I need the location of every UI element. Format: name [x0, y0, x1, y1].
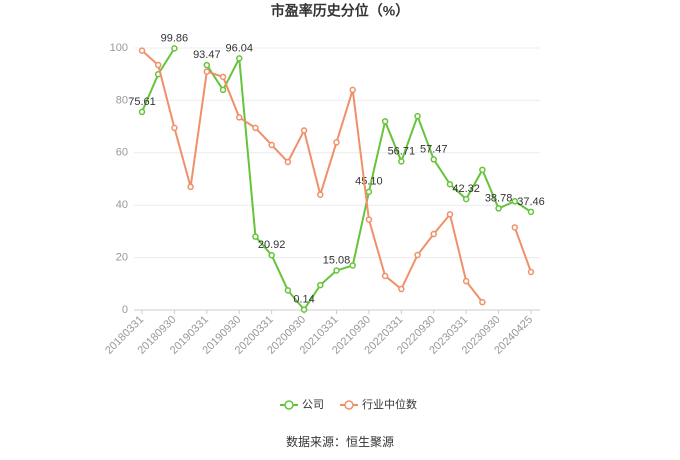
point [381, 118, 389, 125]
y-tick-label: 80 [116, 94, 128, 106]
point [430, 156, 437, 163]
point [462, 277, 470, 285]
point [511, 224, 519, 231]
data-label: 38.78 [485, 192, 513, 204]
point [414, 251, 421, 259]
point [268, 251, 275, 259]
point [479, 298, 486, 306]
data-label: 57.47 [420, 143, 448, 155]
data-label: 75.61 [128, 96, 156, 108]
point [414, 112, 421, 120]
point [462, 195, 470, 203]
data-label: 20.92 [258, 239, 286, 251]
point [365, 216, 373, 223]
point [365, 188, 373, 196]
point [171, 45, 178, 52]
legend-label: 行业中位数 [362, 397, 417, 411]
data-label: 15.08 [323, 254, 351, 266]
point [446, 211, 454, 218]
point [495, 205, 502, 212]
point [527, 268, 535, 276]
point [219, 73, 227, 81]
data-label: 99.86 [161, 32, 189, 44]
point [138, 108, 146, 116]
point [317, 191, 324, 198]
legend-marker [284, 400, 294, 410]
data-label: 93.47 [193, 49, 221, 61]
point [300, 306, 308, 313]
y-tick-label: 20 [116, 252, 128, 264]
point [187, 183, 194, 191]
data-label: 37.46 [517, 196, 545, 208]
point [138, 47, 146, 54]
point [236, 55, 243, 62]
y-tick-label: 100 [110, 42, 128, 54]
point [381, 272, 389, 280]
point [236, 114, 243, 121]
point [300, 127, 308, 134]
y-tick-label: 0 [122, 304, 128, 316]
point [268, 141, 275, 149]
point [430, 230, 437, 238]
point [333, 139, 340, 146]
point [219, 86, 227, 94]
point [317, 281, 324, 289]
point [203, 68, 211, 75]
data-label: 56.71 [388, 145, 416, 157]
point [252, 124, 259, 132]
point [511, 198, 519, 205]
y-tick-label: 60 [116, 147, 128, 159]
data-label: 0.14 [293, 294, 314, 306]
point [203, 61, 211, 69]
source-note: 数据来源：恒生聚源 [286, 434, 394, 449]
point [479, 166, 486, 174]
y-tick-label: 40 [116, 199, 128, 211]
point [171, 124, 178, 132]
legend-label: 公司 [302, 399, 324, 411]
point [154, 61, 162, 69]
point [446, 180, 454, 188]
series-line [141, 49, 532, 303]
point [398, 158, 405, 165]
legend-marker [344, 400, 354, 410]
point [333, 267, 340, 274]
data-label: 45.10 [355, 176, 383, 188]
point [349, 86, 356, 94]
point [349, 262, 356, 269]
point [527, 208, 535, 216]
data-label: 96.04 [225, 42, 253, 54]
point [284, 158, 292, 166]
point [284, 287, 292, 294]
point [398, 285, 405, 293]
data-label: 42.32 [452, 183, 480, 195]
chart-title: 市盈率历史分位（%） [271, 3, 409, 19]
point [252, 233, 259, 240]
